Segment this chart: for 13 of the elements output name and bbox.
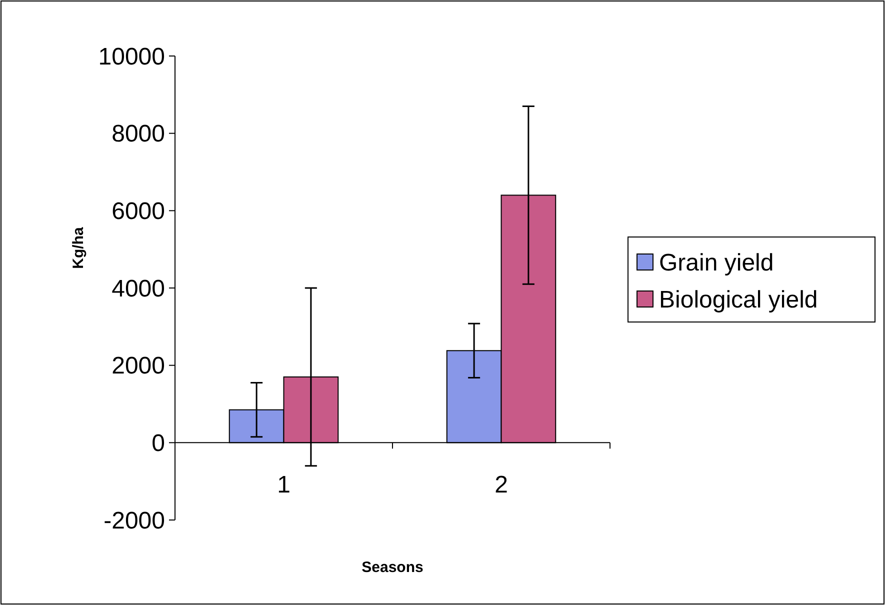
y-tick-label: 10000 — [98, 43, 165, 70]
x-tick-label: 2 — [494, 472, 508, 499]
y-tick-label: 4000 — [112, 275, 165, 302]
x-tick-label: 1 — [277, 472, 290, 499]
y-tick-label: 2000 — [112, 352, 165, 380]
legend-label: Grain yield — [659, 249, 774, 276]
y-tick-label: 8000 — [112, 120, 165, 148]
y-tick-label: 6000 — [112, 198, 165, 226]
legend-label: Biological yield — [659, 286, 818, 314]
x-axis-title: Seasons — [362, 559, 424, 576]
y-axis-title: Kg/ha — [70, 226, 87, 269]
y-tick-label: 0 — [152, 430, 165, 458]
y-tick-label: -2000 — [104, 507, 165, 534]
